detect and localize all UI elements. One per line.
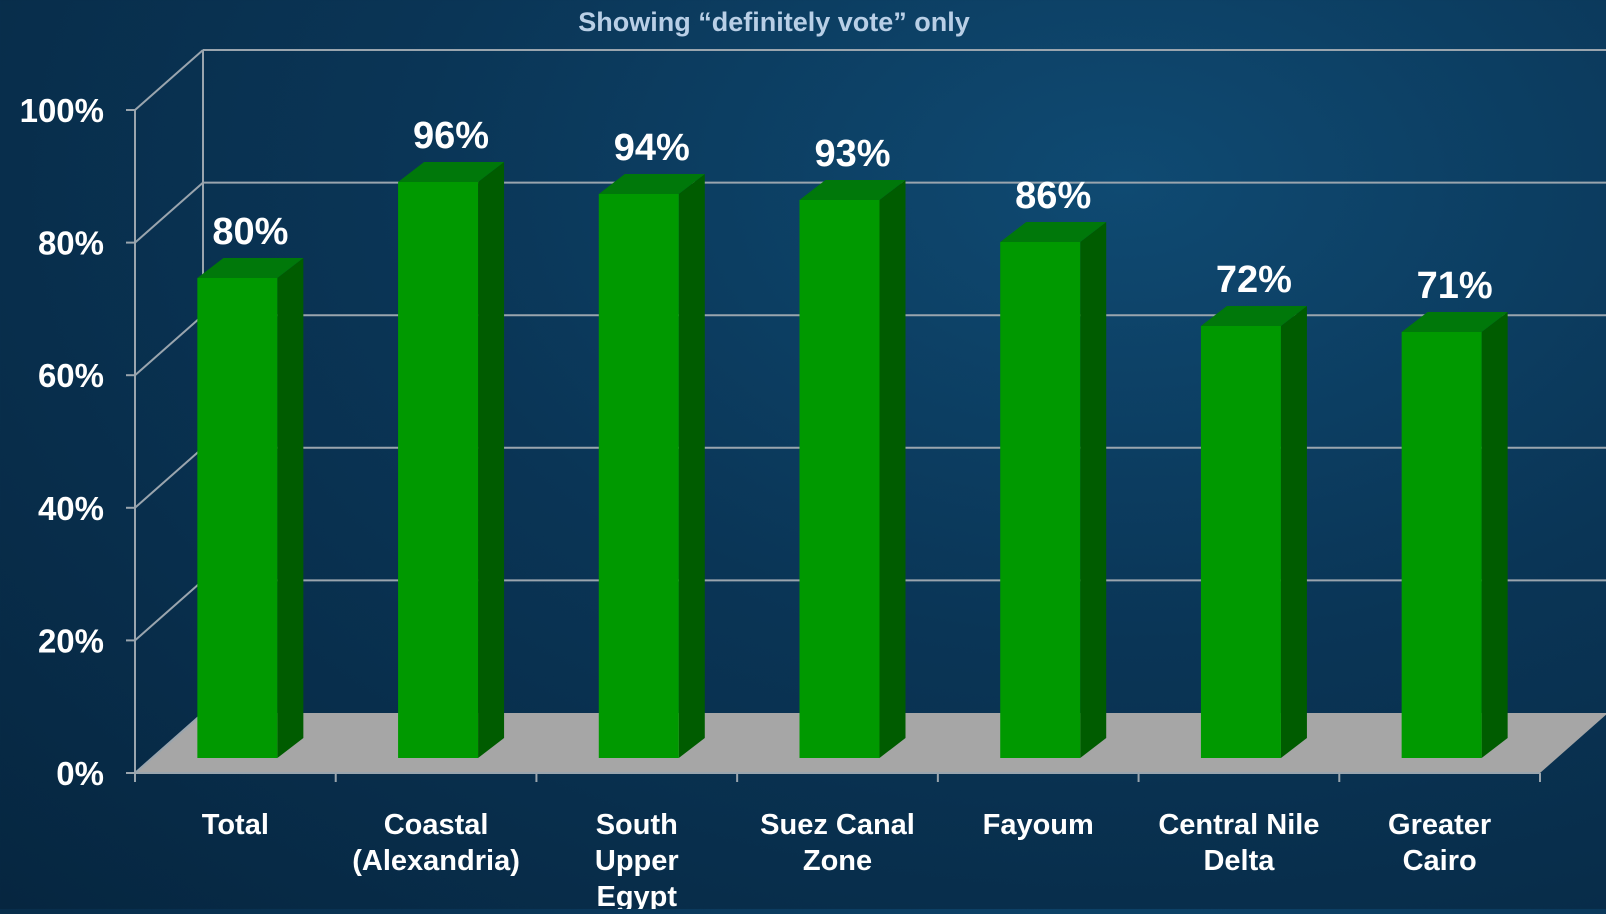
bar bbox=[197, 278, 278, 758]
data-label: 72% bbox=[1216, 259, 1292, 301]
y-tick-label: 0% bbox=[56, 755, 104, 792]
bar-top bbox=[1200, 306, 1307, 326]
y-tick-label: 40% bbox=[38, 490, 104, 527]
data-label: 93% bbox=[814, 133, 890, 175]
gridline-wall bbox=[134, 712, 204, 774]
y-tick-label: 100% bbox=[20, 92, 104, 129]
category-label: Zone bbox=[803, 845, 872, 877]
bar bbox=[1000, 242, 1081, 758]
gridline-wall bbox=[134, 579, 204, 642]
data-label: 71% bbox=[1417, 265, 1493, 307]
bar-top bbox=[598, 174, 705, 194]
bar-top bbox=[1000, 222, 1107, 242]
bar-side bbox=[277, 258, 304, 758]
bar bbox=[598, 194, 679, 758]
bar-top bbox=[799, 180, 906, 200]
data-label: 80% bbox=[212, 211, 288, 253]
category-label: Total bbox=[202, 809, 269, 841]
bar-side bbox=[1080, 222, 1107, 758]
bar-side bbox=[879, 180, 906, 758]
bar-side bbox=[1481, 312, 1508, 758]
bar bbox=[1401, 332, 1482, 758]
category-label: Cairo bbox=[1403, 845, 1477, 877]
chart-subtitle: Showing “definitely vote” only bbox=[578, 7, 970, 37]
category-label: Central Nile bbox=[1158, 809, 1319, 841]
data-label: 96% bbox=[413, 115, 489, 157]
y-tick-label: 20% bbox=[38, 622, 104, 659]
bar-side bbox=[1280, 306, 1307, 758]
bar bbox=[1200, 326, 1281, 758]
category-label: Coastal bbox=[384, 809, 489, 841]
gridline-wall bbox=[134, 447, 204, 509]
bar-top bbox=[197, 258, 304, 278]
bar-side bbox=[678, 174, 705, 758]
category-label: Egypt bbox=[597, 881, 678, 909]
gridline-wall bbox=[134, 181, 204, 244]
y-tick-label: 60% bbox=[38, 357, 104, 394]
y-tick-label: 80% bbox=[38, 225, 104, 262]
gridline-wall bbox=[134, 314, 204, 376]
category-label: South bbox=[596, 809, 678, 841]
bar bbox=[398, 182, 479, 758]
category-label: Fayoum bbox=[983, 809, 1094, 841]
category-label: Delta bbox=[1203, 845, 1275, 877]
data-label: 94% bbox=[614, 127, 690, 169]
category-label: (Alexandria) bbox=[352, 845, 520, 877]
category-label: Upper bbox=[595, 845, 679, 877]
category-label: Suez Canal bbox=[760, 809, 915, 841]
data-label: 86% bbox=[1015, 175, 1091, 217]
bar bbox=[799, 200, 880, 758]
bar-top bbox=[1401, 312, 1508, 332]
gridline-wall bbox=[134, 49, 204, 111]
category-label: Greater bbox=[1388, 809, 1491, 841]
bar-top bbox=[398, 162, 505, 182]
bar-side bbox=[478, 162, 505, 758]
